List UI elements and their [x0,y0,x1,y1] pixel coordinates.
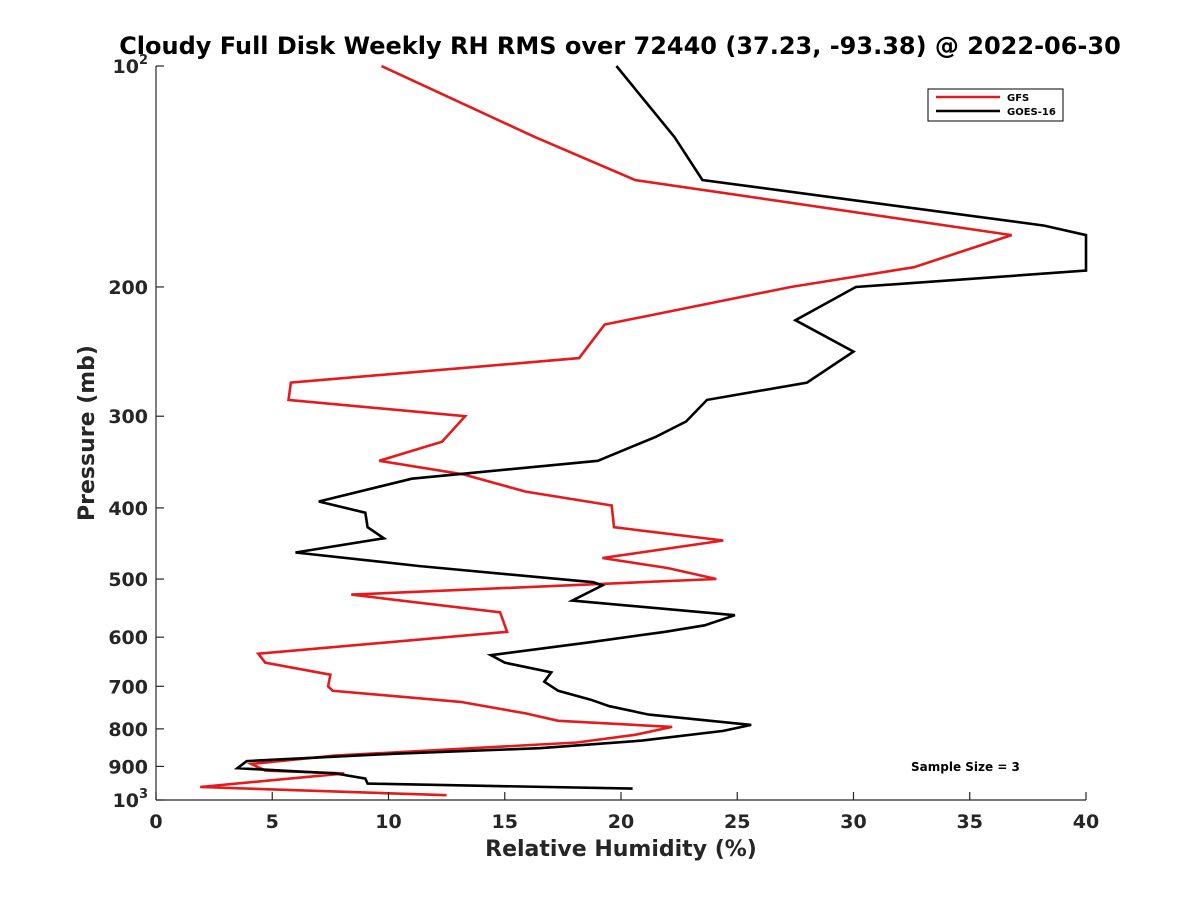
series-layer [200,64,1088,797]
y-tick-label: 700 [108,676,148,698]
sample-size-annotation: Sample Size = 3 [911,760,1020,774]
y-tick-exponent: 2 [139,53,148,68]
y-tick-label: 900 [108,756,148,778]
y-tick-exponent: 3 [139,787,148,802]
legend-box [927,88,1064,122]
y-axis-label: Pressure (mb) [75,345,100,521]
x-tick-label: 10 [375,811,401,833]
y-tick-label: 600 [108,627,148,649]
x-tick-label: 35 [957,811,983,833]
y-tick-label: 400 [108,498,148,520]
x-tick-label: 0 [149,811,162,833]
legend-label-goes16: GOES-16 [1007,107,1056,118]
y-tick-label: 800 [108,719,148,741]
y-tick-label: 300 [108,406,148,428]
legend-label-gfs: GFS [1007,93,1029,104]
y-tick-label: 102 [113,53,149,78]
series-line-goes16 [233,65,1088,790]
x-tick-label: 30 [840,811,866,833]
y-tick-label: 200 [108,277,148,299]
chart-title: Cloudy Full Disk Weekly RH RMS over 7244… [119,32,1121,60]
plot-area [156,66,1086,800]
x-tick-label: 15 [492,811,518,833]
x-tick-label: 20 [608,811,634,833]
y-tick-base: 10 [113,790,139,812]
y-tick-label: 500 [108,569,148,591]
x-tick-label: 5 [266,811,279,833]
y-tick-base: 10 [113,56,139,78]
y-tick-label: 103 [113,787,149,812]
x-axis-label: Relative Humidity (%) [485,837,757,862]
legend: GFS GOES-16 [927,88,1064,122]
series-line-gfs [200,64,1013,797]
x-ticks: 0 5 10 15 20 25 30 35 40 [149,792,1099,833]
x-tick-label: 40 [1073,811,1099,833]
x-tick-label: 25 [724,811,750,833]
